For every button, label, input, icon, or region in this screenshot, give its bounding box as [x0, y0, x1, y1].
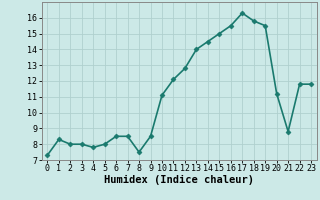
X-axis label: Humidex (Indice chaleur): Humidex (Indice chaleur): [104, 175, 254, 185]
